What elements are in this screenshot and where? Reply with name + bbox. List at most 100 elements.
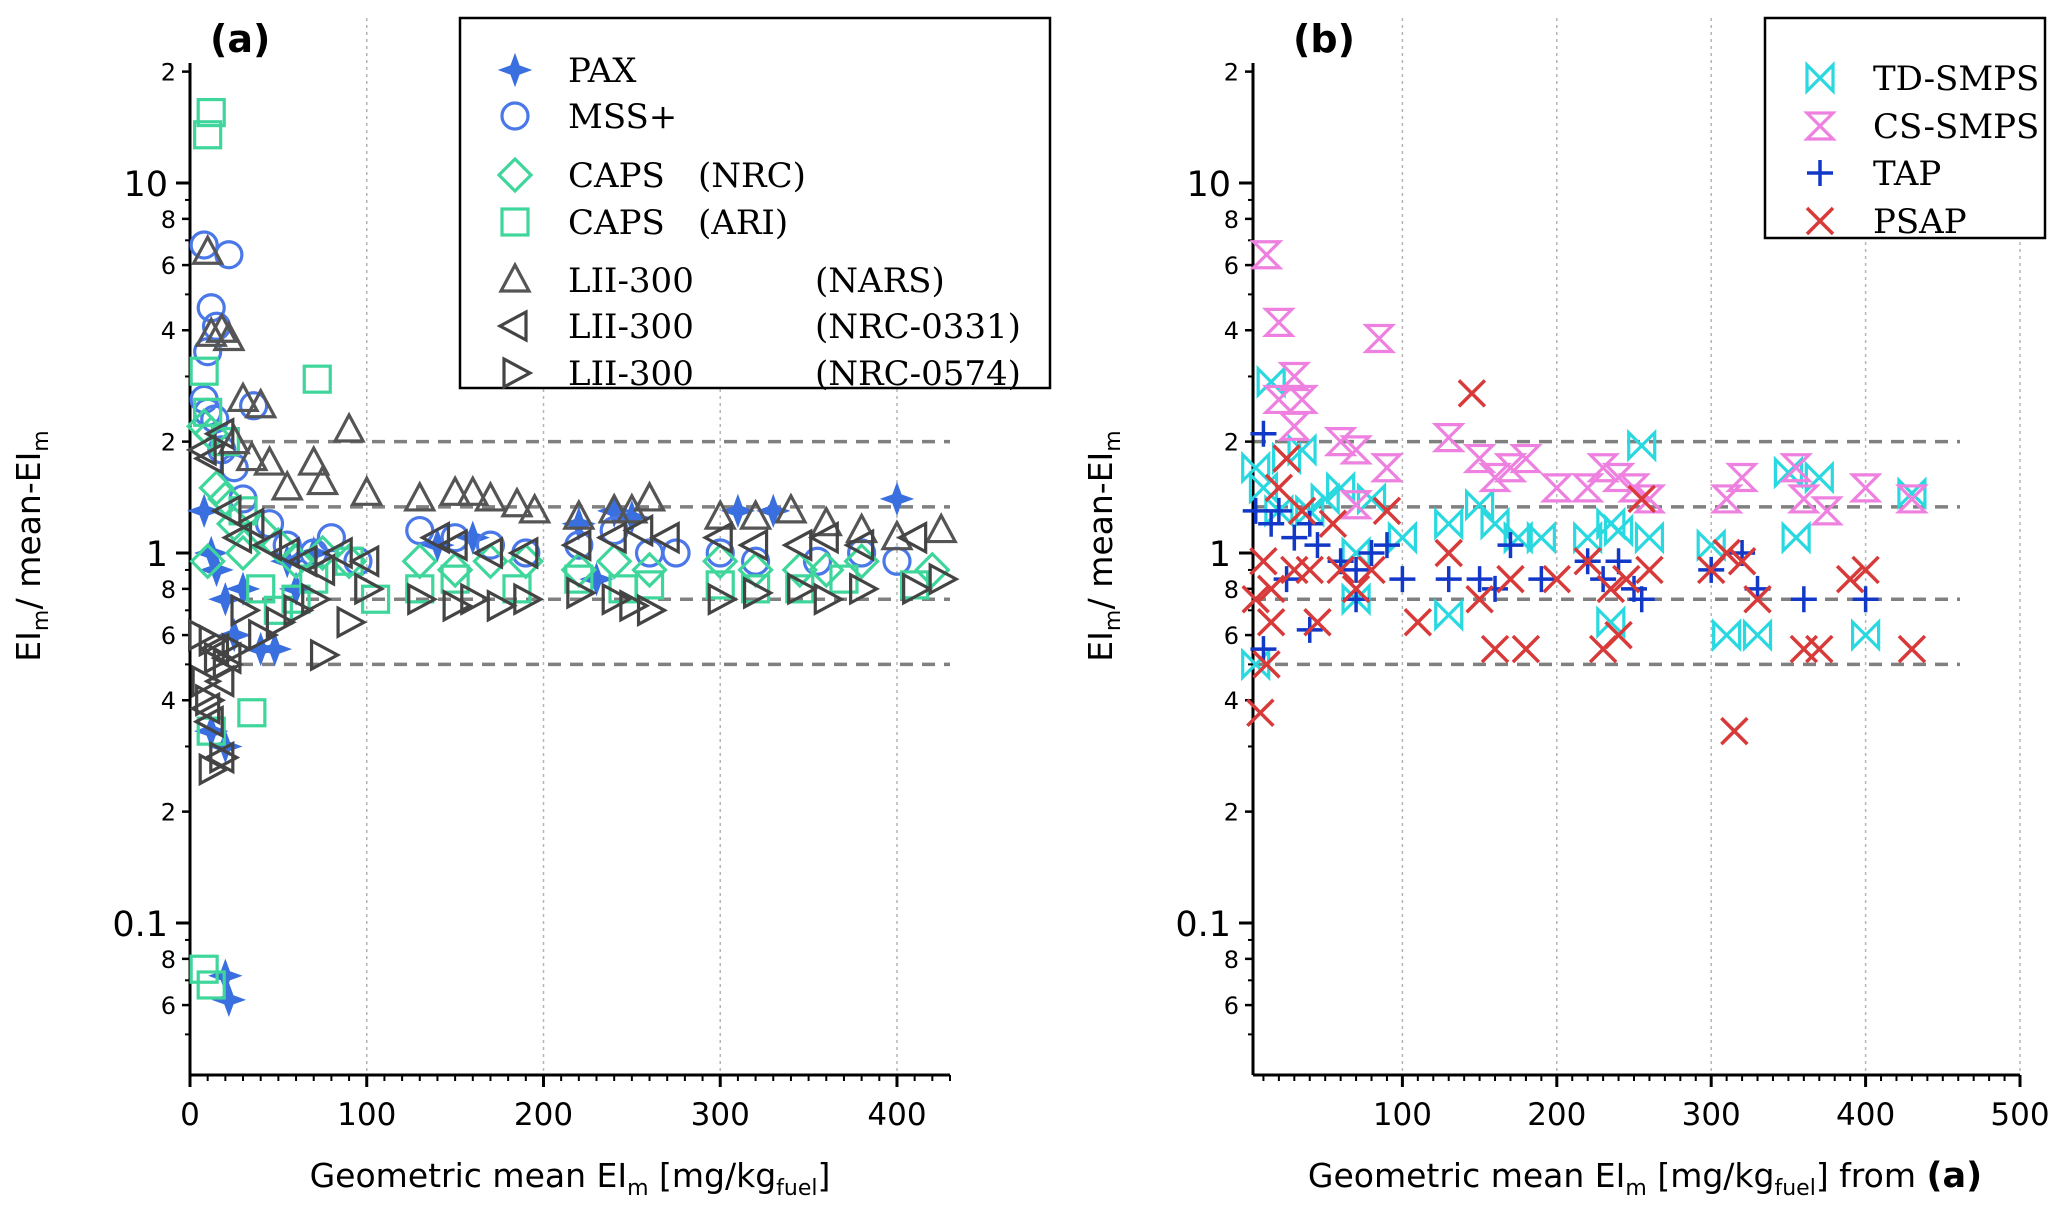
panel-a-data-point (348, 544, 380, 578)
panel-b-data-point (1272, 444, 1301, 473)
panel-b-legend-marker (1805, 206, 1835, 236)
panel-a-data-point (190, 233, 225, 265)
panel-b-data-point (1277, 411, 1312, 441)
panel-a-data-point (192, 705, 224, 739)
panel-b-data-point (1835, 564, 1865, 594)
panel-b-data-point (1387, 520, 1417, 555)
panel-a-data-point (403, 480, 437, 512)
panel-a-data-point (286, 544, 318, 578)
panel-b-legend-label: TD-SMPS (1873, 59, 2039, 99)
panel-b-data-point (1323, 427, 1358, 457)
panel-b-legend-label: TAP (1873, 154, 1941, 194)
panel-a-data-point (252, 444, 287, 476)
panel-a-data-point (705, 538, 735, 568)
panel-a-data-point (221, 521, 253, 555)
panel-b-data-point (1509, 443, 1543, 474)
panel-a-data-point (896, 521, 928, 555)
panel-a-x-tick-label: 400 (867, 1097, 926, 1133)
panel-a-data-point (239, 391, 269, 421)
panel-b-x-tick-label: 500 (1990, 1097, 2049, 1133)
panel-a-data-point (460, 582, 492, 616)
panel-a-data-point (924, 512, 958, 544)
panel-a-data-point (807, 521, 839, 555)
panel-a-data-point (216, 617, 252, 653)
panel-b-y-minor-tick-label: 6 (1224, 992, 1239, 1020)
panel-b-data-point (1341, 582, 1371, 617)
panel-b-data-point (1727, 547, 1757, 576)
panel-a-y-tick-label: 0.1 (112, 905, 168, 945)
panel-b-data-point (1250, 636, 1277, 663)
panel-b-data-point (1465, 584, 1494, 614)
panel-b-data-point (1295, 555, 1324, 585)
panel-a-data-point (562, 498, 596, 530)
panel-a-data-point (813, 582, 845, 616)
panel-a-y-axis-label-part: EI (9, 631, 48, 662)
panel-b-y-minor-tick-label: 2 (1224, 59, 1239, 87)
panel-b-data-point (1712, 538, 1741, 568)
panel-b-y-tick-label: 1 (1209, 535, 1231, 575)
panel-a-y-tick-label: 10 (123, 165, 168, 205)
panel-a-data-point (244, 387, 278, 419)
panel-b-y-axis-label-part: EI (1081, 631, 1120, 662)
panel-a-data-point (707, 582, 739, 616)
panel-a-data-point (189, 542, 226, 580)
panel-b-data-point (1712, 618, 1742, 652)
panel-b-data-point (1434, 598, 1464, 632)
panel-a-data-point (221, 632, 253, 666)
panel-a-data-point (193, 120, 223, 150)
panel-a-data-point (283, 593, 315, 627)
panel-a-legend-marker (500, 207, 530, 237)
panel-a-legend-label: CAPS (568, 203, 665, 243)
panel-a-x-axis-label-part: Geometric mean EI (310, 1156, 627, 1195)
panel-b-x-axis-label: Geometric mean EIm​ [mg/kgfuel​] from (a… (1308, 1156, 1982, 1201)
panel-a-data-point (305, 464, 340, 496)
panel-a-data-point (405, 574, 435, 604)
panel-b-y-minor-tick-label: 8 (1224, 206, 1239, 234)
panel-a-legend-tag: (NARS) (815, 261, 945, 301)
panel-b-data-point (1596, 574, 1626, 604)
panel-a-data-point (203, 417, 235, 451)
panel-b-data-point (1897, 634, 1927, 664)
panel-a-legend-tag: (ARI) (698, 203, 788, 243)
panel-a-data-point (442, 589, 474, 623)
panel-b-data-point (1246, 698, 1275, 728)
panel-a-data-point (217, 423, 251, 455)
panel-b-y-minor-tick-label: 4 (1224, 687, 1239, 715)
panel-b-data-point (1586, 453, 1620, 483)
panel-b-data-point (1478, 462, 1512, 493)
panel-a-data-point (781, 551, 819, 589)
panel-a-y-minor-tick-label: 8 (161, 206, 176, 234)
panel-a-data-point (251, 528, 283, 562)
panel-b-data-point (1389, 566, 1416, 593)
panel-b-data-point (1326, 555, 1355, 585)
panel-a-legend-marker (496, 309, 528, 343)
panel-b-data-point (1362, 323, 1397, 354)
panel-a-y-minor-tick-label: 6 (161, 252, 176, 280)
panel-a-y-minor-tick-label: 2 (161, 59, 176, 87)
panel-a-data-point (270, 469, 304, 501)
panel-b-data-point (1303, 607, 1332, 637)
panel-a-data-point (334, 546, 364, 576)
panel-a-series-lii_0574 (188, 562, 960, 787)
panel-a-legend-label: LII-300 (568, 354, 694, 394)
panel-a-data-point (440, 564, 470, 594)
panel-b-data-point (1709, 484, 1744, 514)
panel-a-data-point (902, 572, 934, 606)
panel-a-data-point (272, 530, 302, 560)
panel-b-data-point (1241, 450, 1271, 485)
panel-a-data-point (210, 641, 242, 675)
panel-a-data-point (304, 553, 336, 587)
panel-b-data-point (1805, 634, 1834, 664)
panel-b-data-point (1358, 540, 1385, 566)
panel-a-data-point (191, 664, 223, 698)
panel-a-data-point (705, 570, 735, 600)
panel-a-data-point (928, 562, 960, 596)
panel-a-data-point (189, 954, 219, 984)
panel-a-data-point (843, 528, 875, 562)
panel-b-data-point (1403, 607, 1433, 637)
panel-b-x-tick-label: 200 (1527, 1097, 1586, 1133)
panel-a-y-minor-tick-label: 8 (161, 946, 176, 974)
